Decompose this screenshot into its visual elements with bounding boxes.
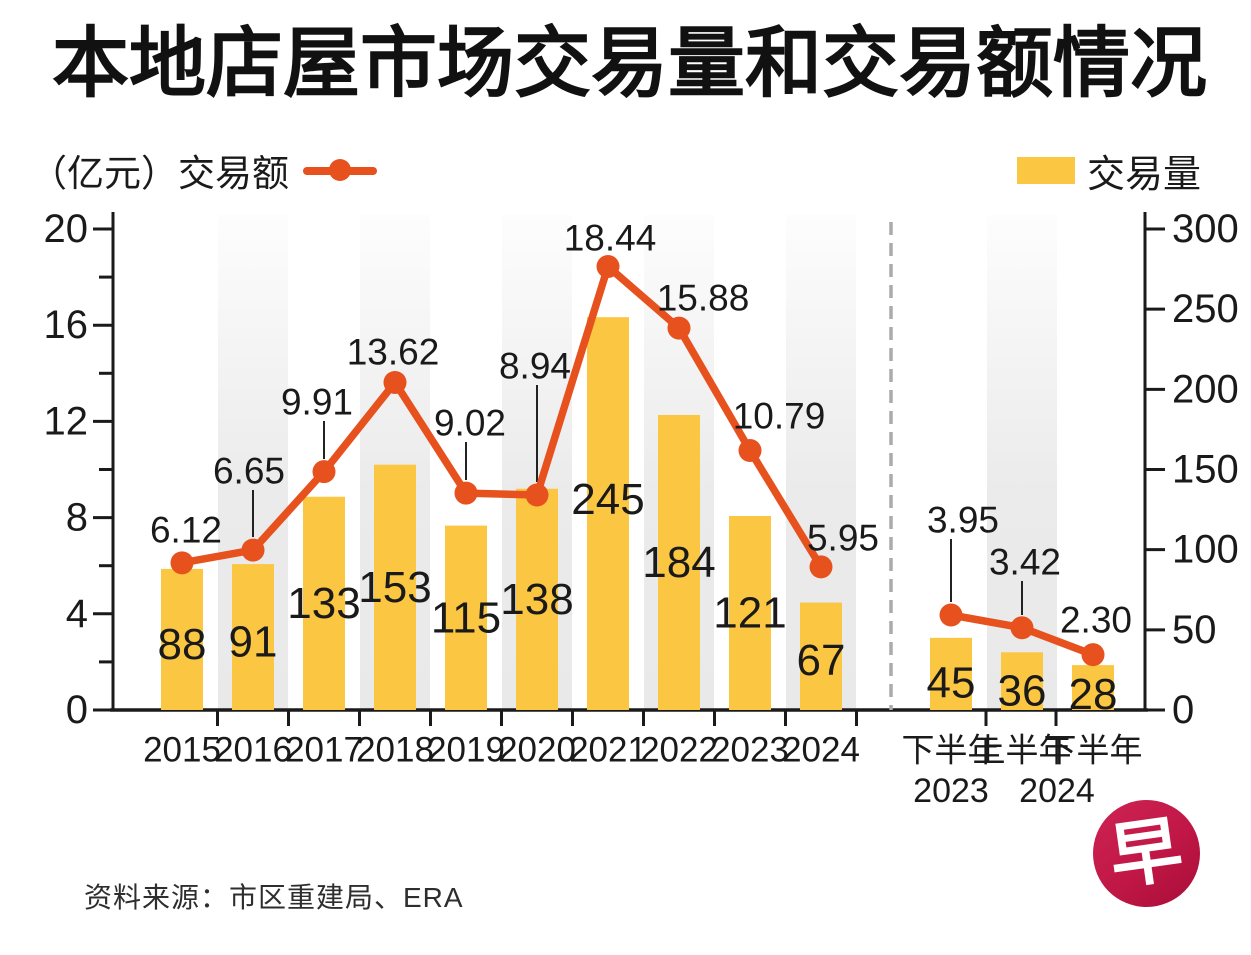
right-axis-tick-label: 250 bbox=[1172, 287, 1239, 331]
bar-legend-swatch-icon bbox=[1017, 156, 1075, 184]
line-data-point bbox=[596, 255, 620, 279]
line-value-label: 2.30 bbox=[1060, 600, 1132, 641]
x-category-label: 2020 bbox=[498, 731, 576, 770]
bar-value-label: 153 bbox=[358, 563, 431, 612]
x-category-label: 2023 bbox=[711, 731, 789, 770]
line-value-label: 3.42 bbox=[989, 542, 1061, 583]
legend-right: 交易量 bbox=[1017, 148, 1201, 196]
line-data-point bbox=[525, 483, 549, 507]
line-data-point bbox=[383, 370, 407, 394]
x-category-label: 2015 bbox=[143, 731, 221, 770]
x-category-label: 2018 bbox=[356, 731, 434, 770]
page-title: 本地店屋市场交易量和交易额情况 bbox=[52, 21, 1207, 107]
logo-glyph: 早 bbox=[1105, 808, 1188, 899]
x-category-label: 2019 bbox=[427, 731, 505, 770]
value-line bbox=[178, 262, 825, 571]
bar-series-label: 交易量 bbox=[1087, 153, 1202, 196]
volume-bar bbox=[1001, 652, 1043, 710]
left-axis-tick-label: 8 bbox=[66, 496, 88, 540]
line-value-label: 9.91 bbox=[281, 382, 353, 423]
volume-bar bbox=[232, 564, 274, 710]
line-series-label: 交易额 bbox=[178, 153, 289, 194]
bar-value-label: 88 bbox=[158, 620, 207, 669]
right-axis-tick-label: 300 bbox=[1172, 207, 1239, 251]
volume-bar bbox=[800, 602, 842, 710]
zaobao-logo-icon: 早 bbox=[1093, 800, 1200, 907]
left-axis-tick-label: 12 bbox=[44, 399, 89, 443]
right-axis-tick-label: 200 bbox=[1172, 367, 1239, 411]
right-axis-tick-label: 100 bbox=[1172, 528, 1239, 572]
left-axis-tick-label: 4 bbox=[66, 592, 88, 636]
bar-value-label: 28 bbox=[1069, 670, 1118, 719]
x-category-label: 下半年 bbox=[902, 732, 1001, 769]
line-data-point bbox=[1010, 616, 1034, 640]
bar-value-label: 36 bbox=[998, 667, 1047, 716]
source-note: 资料来源：市区重建局、ERA bbox=[84, 882, 464, 913]
line-value-label: 15.88 bbox=[657, 278, 750, 319]
line-value-label: 10.79 bbox=[733, 396, 826, 437]
volume-bar bbox=[658, 414, 700, 710]
left-axis-tick-label: 0 bbox=[66, 688, 88, 732]
right-axis-tick-label: 0 bbox=[1172, 688, 1194, 732]
line-data-point bbox=[738, 439, 762, 463]
line-data-point bbox=[454, 481, 478, 505]
bar-value-label: 91 bbox=[229, 618, 278, 667]
line-data-point bbox=[939, 603, 963, 627]
bar-value-label: 245 bbox=[571, 475, 644, 524]
x-category-label: 上半年 bbox=[973, 732, 1072, 769]
x-category-label: 下半年 bbox=[1044, 732, 1143, 769]
line-data-point bbox=[170, 551, 194, 575]
line-data-point bbox=[312, 460, 336, 484]
volume-bar bbox=[161, 568, 203, 710]
line-value-label: 18.44 bbox=[564, 218, 657, 259]
bar-value-label: 45 bbox=[927, 658, 976, 707]
volume-bar bbox=[303, 496, 345, 710]
legend-left: （亿元） 交易额 bbox=[30, 148, 377, 194]
bar-value-label: 138 bbox=[500, 575, 573, 624]
x-category-label: 2024 bbox=[782, 731, 860, 770]
line-value-label: 6.12 bbox=[150, 510, 222, 551]
line-value-label: 13.62 bbox=[347, 332, 440, 373]
x-category-label: 2016 bbox=[214, 731, 292, 770]
line-data-point bbox=[809, 555, 833, 579]
x-category-label: 2021 bbox=[569, 731, 647, 770]
volume-bar bbox=[587, 317, 629, 710]
volume-bar bbox=[729, 515, 771, 710]
volume-bar bbox=[516, 488, 558, 710]
line-legend-dot bbox=[329, 159, 351, 181]
line-value-label: 3.95 bbox=[927, 500, 999, 541]
line-data-point bbox=[1081, 643, 1105, 667]
bar-value-label: 184 bbox=[642, 538, 715, 587]
bar-value-label: 133 bbox=[287, 579, 360, 628]
line-data-point bbox=[667, 316, 691, 340]
volume-bar bbox=[1072, 665, 1114, 710]
volume-bar bbox=[930, 637, 972, 710]
volume-bar bbox=[374, 464, 416, 710]
x-category-label: 2022 bbox=[640, 731, 718, 770]
x-category-sublabel: 2023 bbox=[913, 772, 989, 810]
x-category-sublabel: 2024 bbox=[1019, 772, 1095, 810]
line-value-label: 8.94 bbox=[499, 346, 571, 387]
line-value-label: 6.65 bbox=[213, 451, 285, 492]
right-axis-tick-label: 150 bbox=[1172, 448, 1239, 492]
line-value-label: 5.95 bbox=[807, 518, 879, 559]
left-axis-tick-label: 20 bbox=[44, 207, 89, 251]
bar-value-label: 67 bbox=[797, 636, 846, 685]
line-data-point bbox=[241, 538, 265, 562]
volume-bar bbox=[445, 525, 487, 710]
left-axis-tick-label: 16 bbox=[44, 303, 89, 347]
x-category-label: 2017 bbox=[285, 731, 363, 770]
line-value-label: 9.02 bbox=[434, 403, 506, 444]
bar-value-label: 121 bbox=[713, 588, 786, 637]
right-axis-tick-label: 50 bbox=[1172, 608, 1217, 652]
bar-value-label: 115 bbox=[431, 593, 501, 642]
left-axis-unit-label: （亿元） bbox=[30, 153, 178, 194]
line-legend-icon bbox=[303, 158, 377, 182]
